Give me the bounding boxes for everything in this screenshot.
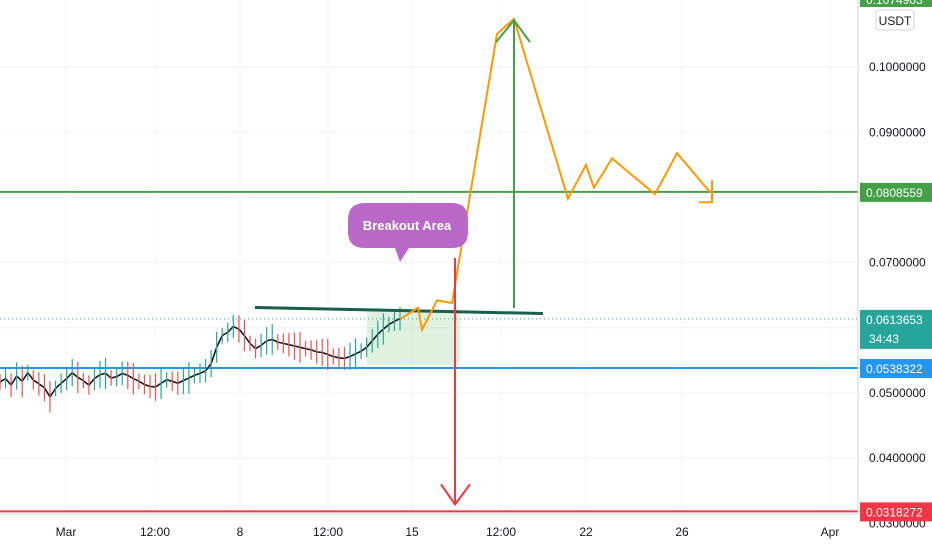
top-price-tag-text: 0.1074903 <box>866 0 923 7</box>
projection-arrowhead <box>699 180 713 204</box>
price-axis-bg <box>858 0 932 550</box>
current-price-tag <box>860 309 932 349</box>
price-series <box>0 306 401 413</box>
up-arrow-head <box>495 18 531 43</box>
grid <box>0 0 858 524</box>
down-arrow-head <box>440 483 471 507</box>
stop-price-tag <box>860 502 932 522</box>
price-tick-label: 0.0900000 <box>869 125 926 139</box>
breakout-callout-text: Breakout Area <box>363 218 452 233</box>
time-axis-bg <box>0 514 858 550</box>
price-tick-label: 0.0700000 <box>869 256 926 270</box>
price-axis[interactable]: 0.1000000 0.0900000 0.0700000 0.0500000 0.04… <box>857 0 932 550</box>
time-tick-label: 15 <box>405 525 419 539</box>
breakout-zone <box>367 309 460 365</box>
support-price-tag <box>860 358 932 378</box>
resistance-trendline <box>254 306 544 316</box>
time-tick-label: 12:00 <box>313 525 343 539</box>
stop-price-tag-text: 0.0318272 <box>866 505 923 519</box>
price-line <box>0 317 401 399</box>
price-tick-label: 0.0500000 <box>869 386 926 400</box>
countdown-text: 34:43 <box>869 332 899 346</box>
time-tick-label: 26 <box>675 525 689 539</box>
currency-label: USDT <box>879 14 912 28</box>
breakout-callout-bubble <box>348 203 468 262</box>
target-price-tag <box>860 182 932 202</box>
time-tick-label: 12:00 <box>486 525 516 539</box>
current-price-tag-text: 0.0613653 <box>866 313 923 327</box>
top-price-tag <box>860 0 932 7</box>
time-tick-label: 22 <box>579 525 593 539</box>
price-tick-label: 0.1000000 <box>869 60 926 74</box>
support-price-tag-text: 0.0538322 <box>866 362 923 376</box>
time-tick-label: Mar <box>56 525 77 539</box>
price-levels <box>0 190 858 513</box>
time-tick-label: 12:00 <box>140 525 170 539</box>
annotations: Breakout Area <box>348 203 468 262</box>
target-price-tag-text: 0.0808559 <box>866 186 923 200</box>
time-tick-label: 8 <box>237 525 244 539</box>
price-tick-label: 0.0400000 <box>869 451 926 465</box>
projection-drawings <box>254 17 713 507</box>
time-tick-label: Apr <box>821 525 840 539</box>
breakout-zone-rect <box>367 309 460 365</box>
projection-path <box>399 17 711 333</box>
time-axis[interactable]: Mar 12:00 8 12:00 15 12:00 22 26 Apr <box>0 513 858 550</box>
currency-box <box>875 9 915 31</box>
